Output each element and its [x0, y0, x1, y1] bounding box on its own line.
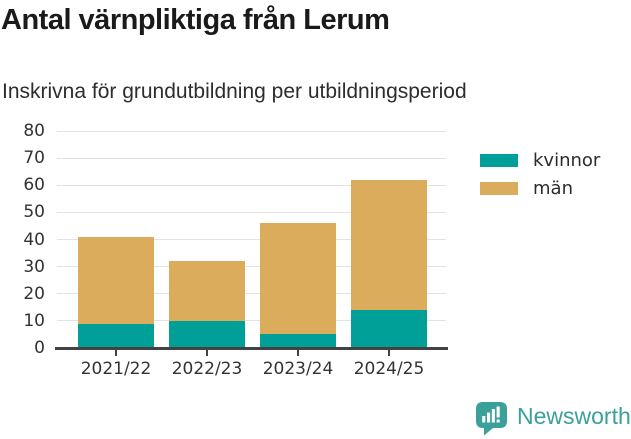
- gridline: [57, 184, 446, 186]
- axis-tick-mark: [388, 350, 390, 356]
- legend-item-kvinnor: kvinnor: [480, 146, 600, 174]
- legend-label: kvinnor: [533, 149, 601, 171]
- bar-2021/22-män: [78, 236, 154, 324]
- gridline: [57, 211, 446, 213]
- legend-label: män: [533, 177, 573, 199]
- chart-title: Antal värnpliktiga från Lerum: [1, 4, 390, 36]
- y-axis-tick-label: 0: [34, 338, 45, 358]
- legend-swatch-kvinnor: [480, 153, 518, 167]
- gridline: [57, 320, 446, 322]
- y-axis-tick-label: 10: [23, 310, 45, 331]
- x-axis-category-label: 2024/25: [353, 359, 425, 379]
- axis-tick-mark: [206, 350, 208, 356]
- bar-2024/25-män: [351, 179, 427, 310]
- gridline: [57, 130, 446, 132]
- bar-2023/24-män: [260, 223, 336, 335]
- legend: kvinnor män: [480, 146, 600, 202]
- gridline: [57, 157, 446, 159]
- x-axis-category-label: 2022/23: [171, 359, 243, 379]
- x-axis-category-label: 2023/24: [262, 359, 334, 379]
- chart-subtitle: Inskrivna för grundutbildning per utbild…: [2, 80, 467, 103]
- brand-name: Newsworthy: [517, 403, 631, 429]
- y-axis-tick-label: 30: [23, 256, 45, 277]
- x-axis-category-label: 2021/22: [80, 359, 152, 379]
- stacked-bar-chart: 0 10 20 30 40 50 60 70 80 2021/22 2022/23 2023/24 20…: [23, 121, 448, 379]
- gridline: [57, 293, 446, 295]
- brand-footer: Newsworthy: [476, 402, 631, 436]
- legend-swatch-män: [480, 181, 518, 195]
- legend-item-män: män: [480, 174, 600, 202]
- axis-tick-mark: [115, 350, 117, 356]
- y-axis-tick-label: 50: [23, 202, 45, 223]
- axis-tick-mark: [297, 350, 299, 356]
- y-axis-tick-label: 70: [23, 148, 45, 169]
- bar-2022/23-män: [169, 261, 245, 321]
- y-axis-tick-label: 80: [23, 121, 45, 141]
- bar-2022/23-kvinnor: [169, 320, 245, 348]
- bar-2021/22-kvinnor: [78, 323, 154, 348]
- y-axis-tick-label: 60: [23, 175, 45, 196]
- bar-2024/25-kvinnor: [351, 310, 427, 348]
- bar-2023/24-kvinnor: [260, 334, 336, 348]
- newsworthy-logo-icon: [476, 402, 507, 436]
- y-axis-tick-label: 40: [23, 229, 45, 250]
- x-axis-line: [55, 347, 448, 350]
- y-axis-tick-label: 20: [23, 283, 45, 304]
- gridline: [57, 266, 446, 268]
- gridline: [57, 239, 446, 240]
